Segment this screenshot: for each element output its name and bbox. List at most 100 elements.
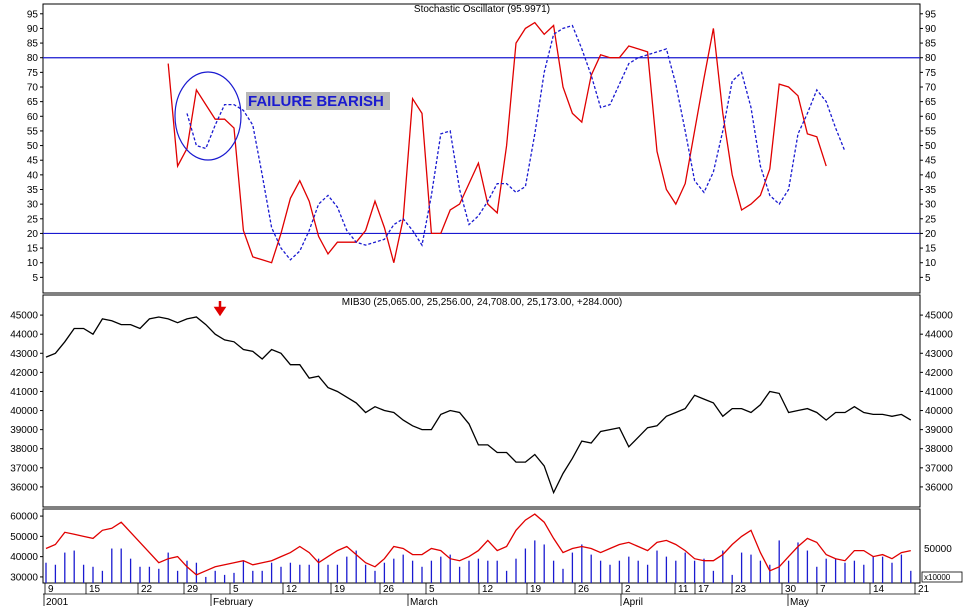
price-y-ticks-right: 36000 37000 38000 39000 40000 41000 42000 43000… <box>920 311 953 493</box>
x-day-label: 23 <box>735 584 747 595</box>
y-tick-label: 15 <box>925 244 937 255</box>
price-series <box>45 316 912 495</box>
y-tick-label: 43000 <box>925 349 953 360</box>
stochastic-y-ticks-left: 5 10 15 20 25 30 35 40 45 50 55 60 65 70 75 80 85 90 95 <box>27 9 43 284</box>
x-day-label: 14 <box>873 584 885 595</box>
x-month-label: March <box>410 597 438 608</box>
y-tick-label: 39000 <box>10 425 38 436</box>
y-tick-label: 30000 <box>10 572 38 583</box>
stochastic-series <box>167 21 846 264</box>
stochastic-d-line <box>186 24 846 261</box>
stochastic-k-line <box>167 21 827 264</box>
y-tick-label: 60 <box>27 112 39 123</box>
price-line <box>45 316 912 495</box>
y-tick-label: 55 <box>27 126 39 137</box>
x-day-label: 12 <box>286 584 298 595</box>
x-day-label: 9 <box>48 584 54 595</box>
y-tick-label: 70 <box>925 83 937 94</box>
volume-average-line <box>45 513 911 576</box>
y-tick-label: 37000 <box>10 463 38 474</box>
y-tick-label: 80 <box>925 53 937 64</box>
y-tick-label: 50 <box>925 141 937 152</box>
y-tick-label: 5 <box>925 273 931 284</box>
y-tick-label: 60000 <box>10 512 38 523</box>
price-frame <box>42 294 921 508</box>
annotation-text: FAILURE BEARISH <box>248 93 384 110</box>
x-day-label: 2 <box>625 584 631 595</box>
x-day-label: 5 <box>429 584 435 595</box>
y-tick-label: 95 <box>27 9 39 20</box>
y-tick-label: 42000 <box>925 368 953 379</box>
volume-unit-box <box>921 571 963 583</box>
volume-y-ticks-left: 30000 40000 50000 60000 <box>10 512 43 583</box>
y-tick-label: 95 <box>925 9 937 20</box>
y-tick-label: 90 <box>925 24 937 35</box>
y-tick-label: 36000 <box>925 482 953 493</box>
x-day-label: 19 <box>334 584 346 595</box>
price-panel: MIB30 (25,065.00, 25,256.00, 24,708.00, … <box>10 294 953 508</box>
x-day-label: 19 <box>530 584 542 595</box>
y-tick-label: 55 <box>925 126 937 137</box>
y-tick-label: 45 <box>27 156 39 167</box>
y-tick-label: 45000 <box>925 311 953 322</box>
y-tick-label: 75 <box>27 68 39 79</box>
y-tick-label: 5 <box>32 273 38 284</box>
x-day-label: 17 <box>698 584 710 595</box>
x-axis: 9 15 22 29 5 12 19 26 5 12 19 26 2 11 17 23 30 7 14 21 2001 F… <box>43 583 930 608</box>
y-tick-label: 50 <box>27 141 39 152</box>
y-tick-label: 90 <box>27 24 39 35</box>
volume-frame <box>42 508 921 584</box>
stochastic-panel: Stochastic Oscillator (95.9971) 5 10 15 20 2… <box>27 3 937 294</box>
x-day-label: 11 <box>678 584 689 595</box>
y-tick-label: 45 <box>925 156 937 167</box>
x-day-label: 29 <box>187 584 199 595</box>
y-tick-label: 85 <box>27 39 39 50</box>
y-tick-label: 38000 <box>925 444 953 455</box>
x-day-label: 22 <box>141 584 153 595</box>
stochastic-frame <box>42 3 921 294</box>
y-tick-label: 30 <box>27 200 39 211</box>
stochastic-title: Stochastic Oscillator (95.9971) <box>414 4 550 15</box>
volume-right-tick: 50000 <box>924 544 952 555</box>
x-day-label: 7 <box>820 584 826 595</box>
y-tick-label: 15 <box>27 244 39 255</box>
y-tick-label: 80 <box>27 53 39 64</box>
annotation-background <box>246 92 390 110</box>
y-tick-label: 50000 <box>10 532 38 543</box>
y-tick-label: 36000 <box>10 482 38 493</box>
y-tick-label: 10 <box>925 258 937 269</box>
y-tick-label: 25 <box>925 214 937 225</box>
x-day-label: 26 <box>383 584 395 595</box>
y-tick-label: 20 <box>27 229 39 240</box>
y-tick-label: 25 <box>27 214 39 225</box>
y-tick-label: 75 <box>925 68 937 79</box>
x-month-label: May <box>790 597 809 608</box>
y-tick-label: 35 <box>925 185 937 196</box>
x-day-label: 26 <box>578 584 590 595</box>
x-month-label: 2001 <box>46 597 69 608</box>
y-tick-label: 40000 <box>10 552 38 563</box>
y-tick-label: 60 <box>925 112 937 123</box>
y-tick-label: 40000 <box>10 406 38 417</box>
y-tick-label: 20 <box>925 229 937 240</box>
y-tick-label: 65 <box>27 97 39 108</box>
y-tick-label: 39000 <box>925 425 953 436</box>
y-tick-label: 38000 <box>10 444 38 455</box>
price-y-ticks-left: 36000 37000 38000 39000 40000 41000 42000 43000… <box>10 311 43 493</box>
annotation-ellipse <box>174 71 242 161</box>
y-tick-label: 41000 <box>10 387 38 398</box>
y-tick-label: 30 <box>925 200 937 211</box>
y-tick-label: 44000 <box>925 330 953 341</box>
x-month-label: February <box>213 597 253 608</box>
volume-series <box>45 513 912 583</box>
x-day-label: 12 <box>482 584 494 595</box>
x-day-label: 5 <box>233 584 239 595</box>
x-day-label: 30 <box>785 584 797 595</box>
stochastic-y-ticks-right: 5 10 15 20 25 30 35 40 45 50 55 60 65 70 75 80 85 90 95 <box>920 9 937 284</box>
stochastic-level-lines <box>43 57 920 235</box>
y-tick-label: 85 <box>925 39 937 50</box>
y-tick-label: 40 <box>925 170 937 181</box>
y-tick-label: 65 <box>925 97 937 108</box>
volume-unit-label: x10000 <box>924 573 951 582</box>
y-tick-label: 40 <box>27 170 39 181</box>
